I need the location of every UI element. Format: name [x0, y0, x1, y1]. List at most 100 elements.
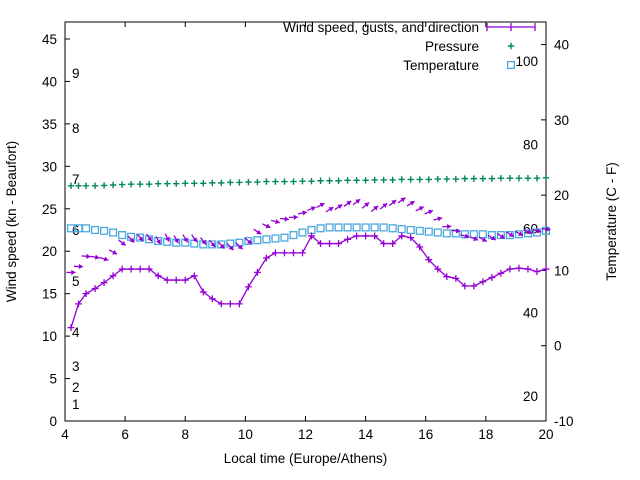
temperature-marker	[280, 233, 289, 242]
pressure-marker	[100, 182, 108, 189]
wind-speed-marker	[542, 265, 550, 273]
beaufort-label: 8	[72, 121, 80, 136]
temperature-marker	[343, 223, 352, 232]
temperature-marker	[388, 224, 397, 233]
legend-marker-plus	[507, 42, 515, 50]
temperature-marker	[109, 228, 118, 237]
wind-speed-marker	[380, 240, 388, 247]
legend-label: Temperature	[403, 58, 479, 73]
wind-speed-marker	[154, 272, 162, 280]
wind-speed-marker	[199, 288, 207, 296]
pressure-marker	[470, 175, 478, 182]
wind-speed-marker	[281, 249, 288, 257]
pressure-marker	[371, 176, 378, 184]
wind-direction-arrowhead	[228, 245, 234, 251]
pressure-marker	[497, 175, 505, 182]
wind-speed-marker	[91, 285, 99, 292]
x-axis-tick-label: 18	[478, 427, 493, 442]
wind-direction-arrowhead	[517, 231, 523, 236]
wind-speed-marker	[443, 273, 451, 281]
pressure-marker	[109, 181, 117, 189]
wind-speed-marker	[272, 249, 279, 257]
temperature-marker	[217, 240, 226, 249]
wind-speed-marker	[317, 240, 324, 247]
y-axis-tick-label: 20	[42, 244, 57, 259]
temperature-marker	[415, 226, 424, 235]
wind-speed-line	[70, 234, 547, 328]
wind-speed-marker	[533, 268, 541, 275]
wind-speed-marker	[407, 234, 415, 242]
temperature-marker	[91, 225, 100, 235]
temperature-marker	[244, 236, 253, 246]
wind-speed-marker	[109, 272, 117, 280]
wind-speed-marker	[67, 324, 75, 332]
wind-direction-arrowhead	[310, 206, 316, 212]
temperature-marker	[271, 234, 280, 243]
wind-speed-marker	[425, 256, 433, 264]
pressure-marker	[164, 180, 171, 187]
pressure-marker	[308, 177, 315, 185]
wind-direction-arrowhead	[499, 233, 505, 239]
pressure-marker	[398, 176, 405, 183]
wind-direction-arrowhead	[490, 235, 496, 241]
temperature-marker	[253, 236, 262, 245]
wind-direction-arrowhead	[446, 223, 452, 230]
wind-speed-marker	[488, 274, 496, 281]
wind-speed-marker	[389, 240, 397, 247]
beaufort-label: 2	[72, 380, 80, 395]
pressure-marker	[227, 179, 234, 186]
wind-direction-arrowhead	[138, 236, 144, 242]
wind-speed-marker	[181, 276, 189, 284]
wind-direction-arrowhead	[428, 209, 433, 215]
wind-speed-marker	[118, 265, 126, 273]
temperature-marker	[81, 224, 91, 233]
temperature-marker	[145, 235, 154, 244]
wind-speed-marker	[136, 265, 144, 273]
pressure-marker	[299, 177, 306, 185]
wind-direction-arrowhead	[120, 240, 126, 246]
temperature-marker	[74, 224, 83, 233]
wind-direction-arrowhead	[293, 214, 298, 220]
wind-speed-marker	[263, 254, 270, 262]
temperature-marker	[100, 226, 109, 235]
y-axis-tick-label: 45	[42, 32, 57, 47]
wind-direction-arrowhead	[328, 207, 334, 212]
pressure-marker	[443, 175, 450, 183]
y2-axis-tick-label: -10	[554, 414, 574, 429]
wind-speed-marker	[75, 300, 82, 308]
wind-direction-arrowhead	[337, 204, 343, 210]
wind-speed-marker	[434, 265, 442, 273]
x-axis-tick-label: 20	[538, 427, 553, 442]
legend-label: Wind speed, gusts, and direction	[283, 20, 479, 35]
y2-axis-tick-label: 30	[554, 113, 569, 128]
legend-marker-square	[506, 60, 516, 70]
temperature-marker	[307, 225, 316, 235]
beaufort-label: 7	[72, 172, 80, 187]
wind-direction-arrowhead	[346, 201, 352, 206]
wind-direction-arrowhead	[183, 237, 188, 243]
pressure-marker	[254, 178, 261, 186]
wind-direction-arrowhead	[71, 269, 76, 276]
wind-speed-marker	[244, 283, 252, 291]
temperature-marker	[541, 226, 551, 235]
wind-speed-marker	[254, 269, 261, 276]
temperature-marker	[262, 235, 271, 244]
pressure-marker	[218, 179, 225, 187]
y2-axis-tick-label: 20	[554, 188, 569, 203]
temperature-marker	[379, 223, 388, 232]
temperature-marker	[532, 228, 542, 237]
wind-speed-marker	[353, 232, 361, 240]
wind-speed-marker	[290, 249, 297, 257]
wind-speed-marker	[452, 274, 460, 282]
pressure-marker	[154, 180, 162, 187]
wind-direction-arrowhead	[418, 206, 424, 211]
fahrenheit-label: 100	[515, 54, 538, 69]
wind-direction-arrowhead	[302, 210, 307, 216]
wind-speed-marker	[127, 265, 135, 273]
wind-direction-arrowhead	[364, 202, 370, 208]
y-axis-tick-label: 30	[42, 159, 57, 174]
wind-direction-arrowhead	[129, 237, 135, 243]
beaufort-label: 5	[72, 274, 80, 289]
wind-direction-arrowhead	[174, 238, 179, 244]
wind-direction-arrowhead	[455, 228, 461, 234]
